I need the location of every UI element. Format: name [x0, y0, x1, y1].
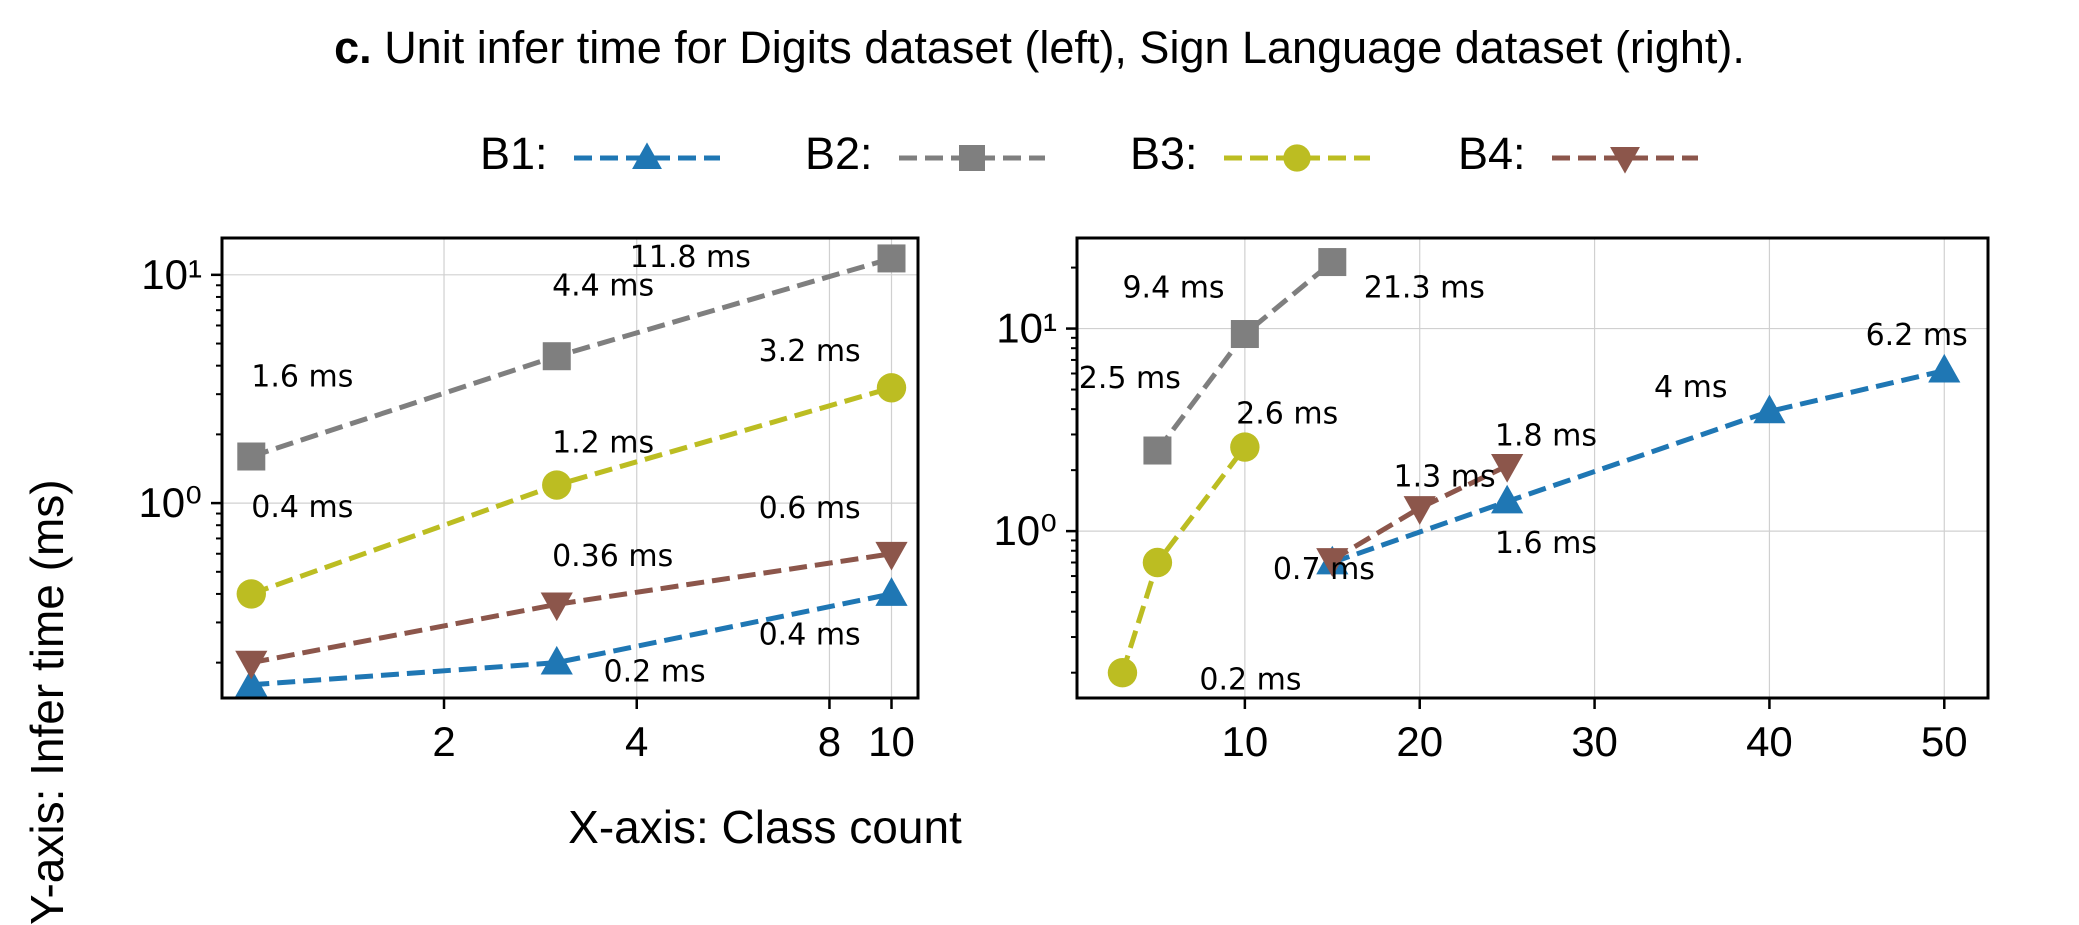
figure-title: c. Unit infer time for Digits dataset (l…	[0, 22, 2079, 74]
data-label: 1.6 ms	[1495, 526, 1597, 561]
x-tick-label: 10	[868, 718, 915, 765]
figure-title-text: Unit infer time for Digits dataset (left…	[384, 22, 1745, 73]
x-tick-label: 8	[818, 718, 841, 765]
data-point-b3	[876, 373, 907, 403]
axes-frame	[1075, 236, 1990, 700]
legend-marker	[1610, 146, 1640, 174]
data-label: 0.4 ms	[251, 490, 353, 525]
data-label: 4 ms	[1654, 370, 1727, 405]
data-point-b2	[1230, 320, 1259, 349]
data-point-b1	[1753, 394, 1786, 424]
series-line-b4	[1331, 463, 1509, 563]
data-label: 0.4 ms	[759, 618, 861, 653]
data-point-b4	[1491, 453, 1524, 483]
x-tick-label: 40	[1746, 718, 1793, 765]
data-point-b3	[1107, 657, 1138, 688]
figure-title-prefix: c.	[334, 22, 372, 73]
data-point-b3	[236, 579, 266, 609]
data-label: 6.2 ms	[1866, 318, 1968, 353]
data-point-b1	[235, 667, 268, 697]
data-label: 0.6 ms	[759, 491, 861, 526]
data-point-b4	[540, 592, 573, 622]
x-tick-label: 4	[625, 718, 648, 765]
data-point-b4	[1403, 496, 1436, 525]
data-point-b2	[237, 442, 266, 471]
data-label: 4.4 ms	[552, 269, 654, 304]
series-line-b3	[1120, 445, 1247, 674]
y-axis-label: Y-axis: Infer time (ms)	[21, 479, 73, 925]
figure: c. Unit infer time for Digits dataset (l…	[0, 22, 2079, 925]
legend-marker	[632, 142, 662, 170]
legend-marker	[1283, 144, 1311, 172]
data-label: 0.7 ms	[1273, 552, 1375, 587]
plots-canvas: 2 4 8 10 10⁰ 10¹ 11.8 ms4.4 ms 1.6 ms 3.2 ms 1.2 …	[138, 236, 1990, 765]
data-point-b2	[542, 342, 571, 371]
data-point-b2	[1143, 436, 1172, 465]
x-tick-label: 20	[1396, 718, 1443, 765]
x-tick-label: 50	[1921, 718, 1968, 765]
data-point-b2	[877, 244, 906, 273]
axes-frame	[220, 236, 920, 700]
data-point-b3	[1230, 432, 1260, 462]
x-tick-label: 10	[1222, 718, 1269, 765]
y-tick-label: 10⁰	[138, 479, 202, 526]
legend-swatch-b4	[1552, 146, 1698, 174]
data-label: 1.3 ms	[1393, 460, 1495, 495]
data-label: 21.3 ms	[1364, 271, 1485, 306]
data-point-b1	[875, 577, 908, 606]
x-tick-label: 30	[1571, 718, 1618, 765]
legend-swatch-b3	[1224, 144, 1370, 172]
y-tick-label: 10¹	[141, 251, 202, 298]
legend-label-b1: B1:	[480, 128, 548, 179]
data-point-b1	[1928, 353, 1961, 383]
data-point-b4	[875, 541, 908, 571]
data-point-b2	[1318, 248, 1347, 277]
data-point-b3	[1142, 547, 1173, 578]
data-point-b1	[540, 645, 573, 675]
data-label: 0.2 ms	[1199, 663, 1301, 698]
data-label: 11.8 ms	[630, 240, 751, 275]
data-label: 2.6 ms	[1236, 396, 1338, 431]
data-label: 9.4 ms	[1122, 271, 1224, 306]
data-point-b1	[1491, 484, 1524, 514]
data-point-b4	[1316, 548, 1349, 577]
data-label: 1.2 ms	[552, 425, 654, 460]
data-point-b4	[235, 650, 268, 680]
data-label: 0.36 ms	[552, 539, 673, 574]
x-tick-label: 2	[432, 718, 455, 765]
chart-panel-left: 2 4 8 10 10⁰ 10¹ 11.8 ms4.4 ms 1.6 ms 3.2 ms 1.2 …	[138, 236, 920, 765]
legend-label-b3: B3:	[1130, 128, 1198, 179]
series-line-b1	[1331, 368, 1945, 565]
data-label: 0.2 ms	[604, 655, 706, 690]
legend-marker	[959, 145, 985, 171]
legend-label-b2: B2:	[805, 128, 873, 179]
data-label: 3.2 ms	[759, 334, 861, 369]
data-label: 2.5 ms	[1079, 361, 1181, 396]
series-line-b4	[250, 551, 892, 666]
legend-swatch-b1	[574, 142, 720, 170]
data-label: 1.8 ms	[1495, 418, 1597, 453]
y-tick-label: 10¹	[996, 305, 1057, 352]
series-line-b1	[251, 591, 893, 688]
legend-label-b4: B4:	[1458, 128, 1526, 179]
data-label: 1.6 ms	[251, 359, 353, 394]
chart-panel-right: 10 20 30 40 50 10⁰ 10¹ 9.4 ms 21.3 ms 2.5 ms 2.6 m…	[993, 236, 1990, 765]
y-tick-label: 10⁰	[993, 507, 1057, 554]
data-point-b3	[542, 470, 572, 500]
legend-swatch-b2	[899, 145, 1045, 171]
x-axis-label: X-axis: Class count	[568, 801, 962, 853]
